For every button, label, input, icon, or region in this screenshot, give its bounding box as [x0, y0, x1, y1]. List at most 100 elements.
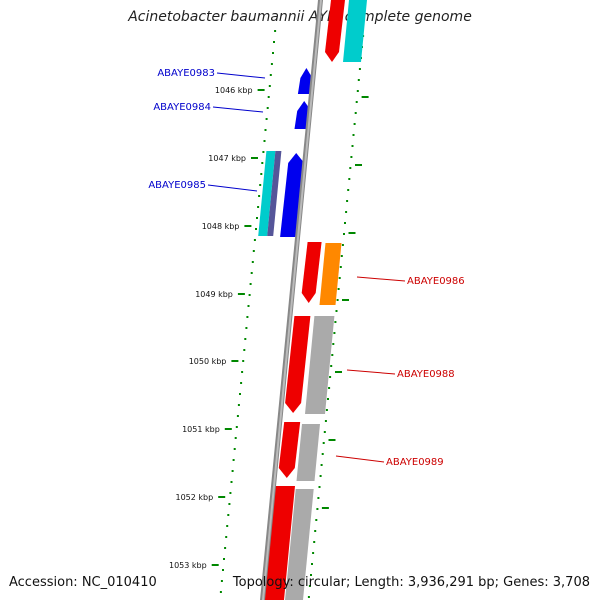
right-track-dot	[339, 266, 342, 268]
kbp-tick-label: 1051 kbp	[182, 425, 220, 434]
gene-leader-line	[335, 455, 385, 463]
kbp-tick-mark	[244, 225, 252, 227]
left-track-dot	[252, 250, 255, 252]
gene-leader-line	[216, 72, 266, 79]
right-track-dot	[357, 79, 360, 81]
right-track-dot	[316, 508, 319, 510]
gene-label-ABAYE0984[interactable]: ABAYE0984	[153, 102, 211, 113]
kbp-tick-label: 1047 kbp	[208, 154, 246, 163]
left-track-dot	[261, 162, 264, 164]
right-track-dot	[343, 233, 345, 235]
kbp-tick-label: 1052 kbp	[175, 493, 213, 502]
right-track-dot	[331, 354, 334, 356]
gene-ABAYE0986-red-arrow	[301, 242, 322, 303]
right-track-dot	[319, 475, 322, 477]
bottom-red-gene-block	[264, 486, 295, 600]
kbp-tick-label: 1049 kbp	[195, 290, 233, 299]
right-track-dot	[351, 145, 354, 147]
kbp-tick-label: 1046 kbp	[215, 86, 253, 95]
right-track-dot	[334, 321, 337, 323]
gene-features	[258, 0, 367, 600]
gene-label-ABAYE0986[interactable]: ABAYE0986	[407, 276, 465, 287]
gene-label-ABAYE0985[interactable]: ABAYE0985	[148, 180, 206, 191]
right-track-dot	[350, 156, 353, 158]
right-track-dot	[333, 332, 336, 334]
left-track-dot	[267, 96, 270, 98]
left-track-dot	[224, 547, 227, 549]
bottom-grey-gene-block	[285, 489, 314, 600]
left-track-dot	[260, 173, 263, 175]
right-track-dot	[332, 343, 335, 345]
left-track-dot	[251, 261, 254, 263]
left-track-dot	[270, 63, 273, 65]
right-track-dot	[346, 200, 349, 202]
dot-tracks	[219, 30, 365, 598]
gene-label-ABAYE0988[interactable]: ABAYE0988	[397, 369, 455, 380]
kbp-tick-label: 1048 kbp	[202, 222, 240, 231]
right-tick-mark	[328, 439, 336, 441]
right-tick-mark	[348, 232, 356, 234]
right-track-dot	[315, 519, 318, 521]
right-track-dot	[354, 112, 357, 114]
kbp-tick-label: 1050 kbp	[189, 357, 227, 366]
left-track-dot	[240, 382, 243, 384]
left-track-dot	[231, 470, 234, 472]
top-cyan-gene-block	[343, 0, 367, 62]
backbone-layer	[260, 0, 323, 600]
kbp-tick-mark	[211, 564, 219, 566]
left-track-dot	[259, 184, 262, 186]
left-track-dot	[242, 360, 245, 362]
right-track-dot	[325, 409, 328, 411]
right-tick-mark	[361, 96, 369, 98]
genome-backbone-highlight	[262, 0, 322, 600]
gene-ABAYE0983-arrow	[297, 68, 313, 94]
right-track-dot	[317, 497, 320, 499]
right-track-dot	[328, 387, 331, 389]
gene-ABAYE0988-grey-block	[305, 316, 335, 414]
gene-ABAYE0986-orange-block	[319, 243, 342, 305]
right-track-dot	[323, 431, 326, 433]
left-track-dot	[225, 536, 228, 538]
right-track-dot	[345, 211, 348, 213]
right-tick-mark	[355, 164, 362, 166]
left-track-dot	[241, 371, 244, 373]
right-track-dot	[337, 288, 340, 290]
gene-ABAYE0989-red-arrow	[278, 422, 301, 478]
gene-labels: ABAYE0983 ABAYE0984 ABAYE0985 ABAYE0986 ABAY…	[148, 68, 464, 468]
right-track-dot	[349, 167, 352, 169]
right-track-dot	[312, 552, 315, 554]
gene-label-ABAYE0983[interactable]: ABAYE0983	[157, 68, 215, 79]
left-track-dot	[245, 327, 248, 329]
left-track-dot	[243, 349, 246, 351]
left-track-dot	[237, 404, 240, 406]
right-track-dot	[311, 563, 313, 565]
left-track-dot	[246, 316, 249, 318]
right-track-dot	[335, 310, 338, 312]
right-track-dot	[329, 376, 332, 378]
right-tick-mark	[342, 299, 349, 301]
left-track-dot	[248, 294, 251, 296]
left-track-dot	[273, 41, 275, 43]
left-track-dot	[272, 52, 274, 54]
left-track-dot	[223, 558, 225, 560]
left-track-dot	[244, 338, 247, 340]
gene-label-ABAYE0989[interactable]: ABAYE0989	[386, 457, 444, 468]
right-track-dot	[313, 541, 316, 543]
right-track-dot	[314, 530, 317, 532]
gene-ABAYE0988-red-arrow	[285, 316, 311, 413]
left-track-dot	[234, 437, 237, 439]
dark-striped-block	[267, 151, 282, 236]
right-track-dot	[320, 464, 323, 466]
right-track-dot	[310, 574, 312, 576]
right-track-dot	[307, 596, 310, 598]
left-track-dot	[220, 580, 223, 582]
left-track-dot	[268, 85, 271, 87]
left-track-dot	[233, 448, 236, 450]
right-track-dot	[327, 398, 329, 400]
right-tick-mark	[321, 507, 329, 509]
right-track-dot	[352, 134, 355, 136]
right-track-dot	[356, 90, 359, 92]
genome-summary: Topology: circular; Length: 3,936,291 bp…	[232, 575, 590, 590]
right-track-dot	[308, 585, 311, 587]
kbp-tick-mark	[237, 293, 245, 295]
